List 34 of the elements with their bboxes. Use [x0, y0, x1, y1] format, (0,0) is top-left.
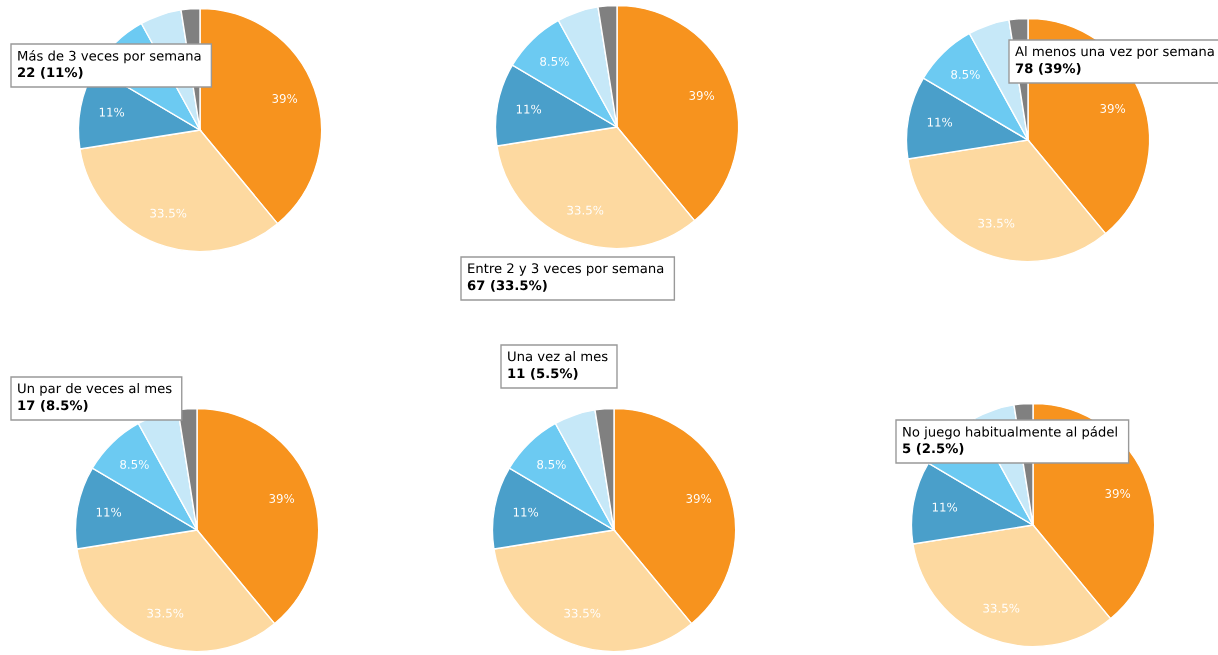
data-label: 11%: [99, 107, 125, 117]
data-label: 39%: [686, 494, 712, 503]
text: 78 (39%): [1015, 63, 1081, 75]
data-label: 39%: [1105, 489, 1131, 498]
data-label: 39%: [272, 94, 298, 103]
text: Más de 3 veces por semana: [18, 50, 201, 64]
text: 11 (5.5%): [508, 368, 578, 380]
data-label: 11%: [516, 104, 542, 114]
text: 67 (33.5%): [467, 280, 547, 292]
text: 22 (11%): [18, 67, 83, 79]
data-label: 8.5%: [540, 56, 569, 66]
text: Entre 2 y 3 veces por semana: [468, 263, 664, 276]
data-label: 11%: [96, 507, 122, 517]
data-label: 33.5%: [147, 608, 184, 618]
text: Un par de veces al mes: [18, 383, 172, 396]
data-label: 11%: [932, 502, 958, 512]
text: Una vez al mes: [508, 351, 608, 362]
data-label: 39%: [689, 91, 715, 100]
text: No juego habitualmente al pádel: [903, 426, 1117, 440]
data-label: 33.5%: [150, 208, 187, 218]
data-label: 33.5%: [978, 218, 1015, 228]
text: Al menos una vez por semana: [1015, 46, 1214, 59]
data-label: 33.5%: [567, 205, 604, 215]
data-label: 39%: [1100, 104, 1126, 113]
data-label: 8.5%: [951, 69, 980, 79]
data-label: 39%: [269, 494, 295, 503]
data-label: 8.5%: [120, 459, 149, 469]
data-label: 11%: [513, 507, 539, 517]
text: 5 (2.5%): [903, 443, 964, 455]
data-label: 11%: [927, 117, 953, 127]
data-label: 33.5%: [983, 603, 1020, 613]
data-label: 33.5%: [564, 608, 601, 618]
text: 17 (8.5%): [18, 400, 88, 412]
data-label: 8.5%: [537, 459, 566, 469]
